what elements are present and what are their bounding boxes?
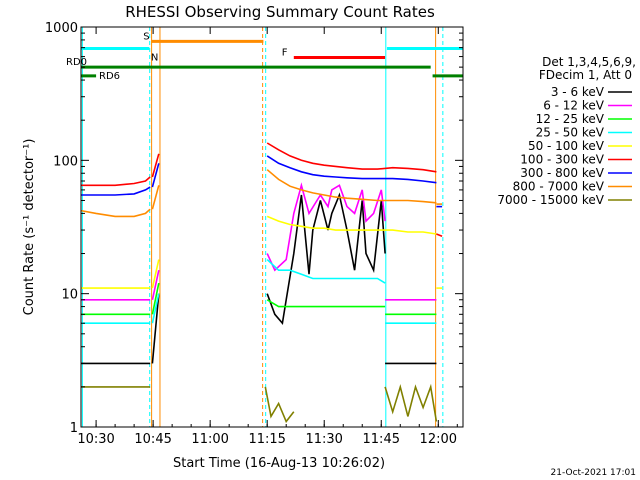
y-tick-label-1: 10 bbox=[61, 288, 78, 303]
series-5-segment-1 bbox=[151, 153, 160, 178]
plot-series bbox=[80, 142, 443, 424]
series-3-segment-1 bbox=[151, 293, 160, 324]
x-tick-label-6: 12:00 bbox=[420, 432, 457, 447]
x-tick-label-1: 10:45 bbox=[134, 432, 171, 447]
legend-label-7: 800 - 7000 keV bbox=[513, 180, 605, 194]
x-tick-label-3: 11:15 bbox=[248, 432, 285, 447]
series-2-segment-1 bbox=[151, 282, 160, 315]
legend: Det 1,3,4,5,6,9, FDecim 1, Att 0 3 - 6 k… bbox=[497, 55, 636, 207]
series-6-segment-1 bbox=[151, 163, 160, 188]
x-tick-label-5: 11:45 bbox=[363, 432, 400, 447]
legend-label-1: 6 - 12 keV bbox=[543, 99, 605, 113]
legend-header-line-2: FDecim 1, Att 0 bbox=[539, 68, 632, 82]
y-tick-label-2: 100 bbox=[53, 154, 78, 169]
flag-label-5: RD6 bbox=[99, 71, 120, 82]
x-tick-label-0: 10:30 bbox=[77, 432, 114, 447]
chart-title: RHESSI Observing Summary Count Rates bbox=[125, 3, 435, 21]
flag-label-0: S bbox=[143, 31, 149, 42]
series-5-segment-0 bbox=[80, 176, 151, 187]
y-axis: 1 10 100 1000 bbox=[45, 21, 463, 436]
series-7-segment-2 bbox=[266, 169, 437, 204]
footer-timestamp: 21-Oct-2021 17:01 bbox=[551, 468, 636, 478]
series-1-segment-2 bbox=[266, 182, 386, 272]
legend-label-3: 25 - 50 keV bbox=[536, 126, 605, 140]
series-7-segment-1 bbox=[151, 185, 160, 210]
legend-header-line-1: Det 1,3,4,5,6,9, bbox=[542, 55, 636, 69]
legend-label-5: 100 - 300 keV bbox=[520, 153, 604, 167]
flag-label-4: RD0 bbox=[66, 57, 87, 68]
series-6-segment-0 bbox=[80, 186, 151, 196]
legend-label-4: 50 - 100 keV bbox=[528, 139, 605, 153]
series-0-segment-2 bbox=[266, 192, 386, 326]
series-7-segment-0 bbox=[80, 208, 151, 218]
plot-frame bbox=[80, 26, 464, 428]
series-6-segment-2 bbox=[266, 155, 437, 184]
series-0-segment-1 bbox=[151, 293, 160, 364]
legend-label-0: 3 - 6 keV bbox=[551, 85, 605, 99]
flag-bars: SN F RD0 RD6 bbox=[66, 31, 463, 82]
legend-label-8: 7000 - 15000 keV bbox=[497, 193, 604, 207]
series-5-segment-2 bbox=[266, 142, 437, 173]
legend-label-2: 12 - 25 keV bbox=[536, 112, 605, 126]
x-tick-label-4: 11:30 bbox=[305, 432, 342, 447]
x-tick-label-2: 11:00 bbox=[191, 432, 228, 447]
flag-label-1: N bbox=[151, 52, 158, 63]
series-5-segment-3 bbox=[436, 233, 443, 237]
y-axis-label: Count Rate (s⁻¹ detector⁻¹) bbox=[22, 139, 37, 316]
series-4-segment-2 bbox=[266, 215, 437, 235]
series-2-segment-2 bbox=[266, 299, 386, 308]
vertical-markers bbox=[81, 27, 444, 427]
series-8-segment-2 bbox=[384, 383, 438, 422]
legend-label-6: 300 - 800 keV bbox=[520, 166, 604, 180]
x-axis: 10:30 10:45 11:00 11:15 11:30 11:45 12:00 bbox=[77, 27, 458, 447]
y-tick-label-0: 1 bbox=[70, 421, 78, 436]
series-4-segment-1 bbox=[151, 259, 160, 289]
y-tick-label-3: 1000 bbox=[45, 21, 78, 36]
flag-label-3: F bbox=[282, 48, 288, 59]
series-1-segment-1 bbox=[151, 270, 160, 300]
x-axis-label: Start Time (16-Aug-13 10:26:02) bbox=[173, 456, 385, 471]
series-3-segment-2 bbox=[266, 259, 386, 284]
series-8-segment-1 bbox=[264, 386, 295, 424]
